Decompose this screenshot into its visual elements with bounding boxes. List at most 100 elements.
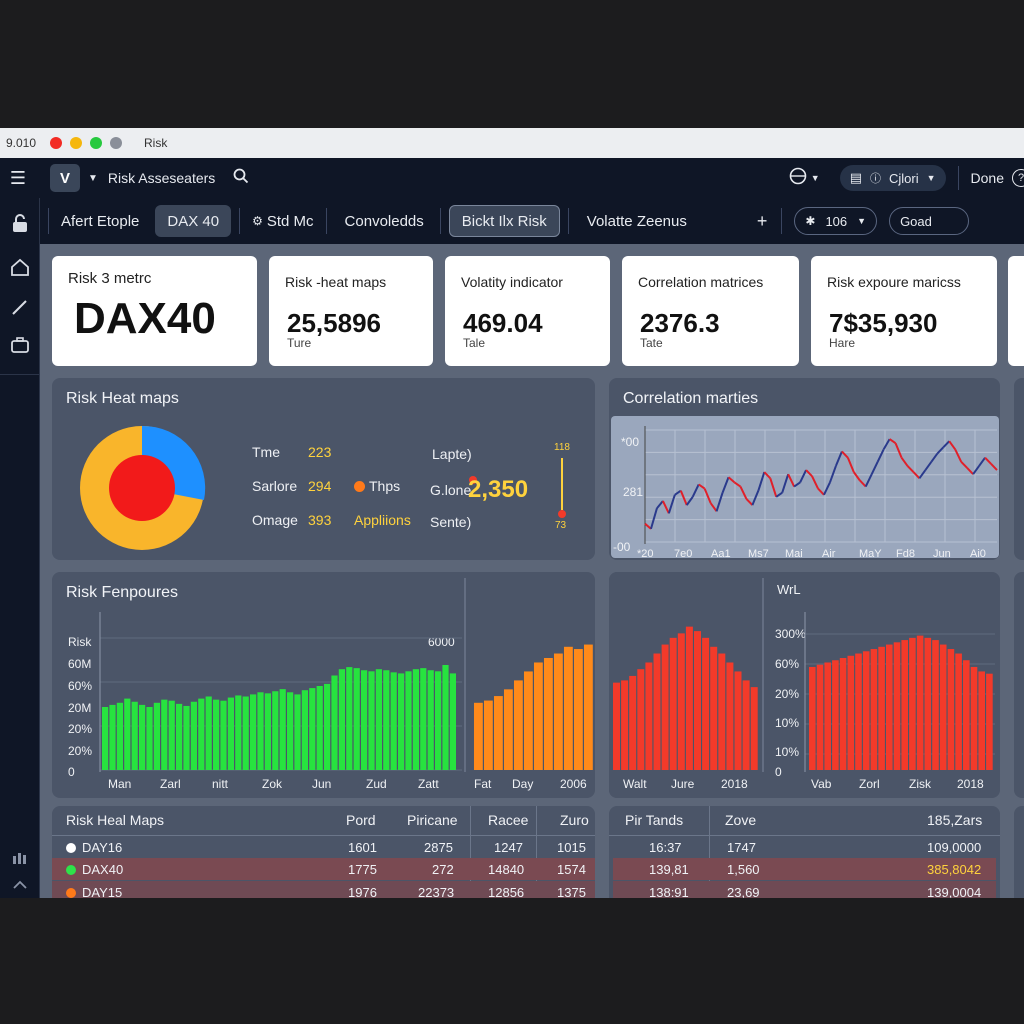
metric-sub: Ture	[287, 336, 312, 350]
table-header[interactable]: 185,Zars	[927, 812, 983, 828]
minimize-window-button[interactable]	[70, 137, 82, 149]
chevron-down-icon[interactable]: ▼	[810, 173, 820, 183]
green-bar	[124, 698, 131, 770]
metric-card-volatility: Volatity indicator 469.04 Tale	[445, 256, 610, 366]
green-bar	[190, 701, 197, 770]
heat-row-label: Omage	[252, 512, 298, 528]
table-header[interactable]: Zuro	[560, 812, 589, 828]
table-header[interactable]: Racee	[488, 812, 529, 828]
metric-card-dax40: Risk 3 metrc DAX40	[52, 256, 257, 366]
green-bar	[161, 699, 168, 770]
orange-bar	[524, 671, 533, 770]
metric-sub: Tate	[640, 336, 663, 350]
y-tick-label: 20%	[68, 744, 92, 758]
info-icon: ⓘ	[869, 173, 881, 185]
globe-icon[interactable]	[789, 167, 807, 190]
line-segment	[846, 457, 855, 473]
line-segment	[709, 502, 718, 512]
green-bar	[220, 700, 227, 770]
app-logo[interactable]: V	[50, 164, 80, 192]
row-name: DAX40	[66, 862, 123, 877]
tab-bar: Afert Etople DAX 40 ⚙ Std Mc Convoledds …	[40, 198, 1024, 244]
maximize-window-button[interactable]	[90, 137, 102, 149]
red-bar	[947, 649, 955, 770]
y-tick-label: 0	[68, 765, 75, 779]
green-bar	[316, 686, 323, 770]
line-segment	[978, 457, 986, 467]
status-dot	[66, 864, 76, 875]
y-tick-label: 60M	[68, 657, 91, 671]
tab-convoledds[interactable]: Convoledds	[344, 212, 424, 230]
cell: 16:37	[649, 839, 682, 855]
chevron-down-icon: ▼	[926, 173, 936, 183]
red-bar	[645, 662, 653, 770]
table-row[interactable]: 138:91 23,69 139,0004	[613, 881, 996, 898]
close-window-button[interactable]	[50, 137, 62, 149]
orange-bar	[574, 649, 583, 770]
client-selector[interactable]: ▤ ⓘ Cjlori ▼	[839, 165, 946, 191]
green-bar	[449, 673, 456, 770]
heat-row-label: Tme	[252, 444, 280, 460]
add-tab-icon[interactable]: +	[756, 210, 768, 231]
hamburger-menu-icon[interactable]: ☰	[9, 167, 27, 188]
tab-std-mc[interactable]: ⚙ Std Mc	[240, 205, 325, 237]
tab-bickt-ilx-risk[interactable]: Bickt Ilx Risk	[448, 205, 560, 237]
briefcase-icon[interactable]	[9, 334, 31, 356]
green-bar	[109, 704, 116, 770]
lock-icon[interactable]	[9, 212, 31, 234]
chevron-down-icon[interactable]: ▼	[88, 172, 98, 184]
wrl-bar-chart: WrL 300% 60% 20% 10% 10% 0 Walt Jure 2018 Vab Zor…	[609, 572, 995, 798]
partial-panel	[1014, 806, 1024, 898]
metric-sub: Tale	[463, 336, 486, 350]
x-tick-label: Zud	[366, 777, 387, 791]
green-bar	[420, 668, 427, 770]
red-bar	[939, 644, 947, 770]
big-value: 2,350	[468, 476, 529, 503]
goad-input[interactable]: Goad	[889, 207, 970, 235]
tab-filter-pill[interactable]: ✱ 106 ▼	[794, 207, 878, 235]
line-segment	[644, 522, 652, 530]
line-segment	[918, 469, 927, 479]
y-tick-label: 300%	[775, 627, 806, 641]
extra-window-button[interactable]	[110, 137, 122, 149]
table-row[interactable]: 16:37 1747 109,0000	[609, 836, 1000, 858]
tab-volatte-zeenus[interactable]: Volatte Zeenus	[586, 212, 687, 230]
red-bar	[909, 637, 916, 770]
app-name[interactable]: Risk Asseseaters	[107, 170, 216, 186]
home-icon[interactable]	[9, 256, 31, 278]
table-header[interactable]: Pir Tands	[625, 812, 684, 828]
red-bar	[734, 671, 742, 770]
table-header[interactable]: Zove	[725, 812, 757, 828]
green-bar	[309, 688, 316, 770]
x-tick-label: Ai0	[970, 548, 986, 558]
tab-afert-etople[interactable]: Afert Etople	[61, 212, 140, 230]
table-row[interactable]: DAY16 1601 2875 1247 1015	[52, 836, 595, 858]
line-segment	[793, 481, 801, 488]
red-bar	[824, 662, 831, 770]
table-header[interactable]: Piricane	[407, 812, 458, 828]
line-segment	[954, 448, 963, 463]
search-icon[interactable]	[233, 168, 249, 189]
x-tick-label: Zok	[262, 777, 283, 791]
chart-icon[interactable]	[9, 846, 31, 868]
table-header[interactable]: Pord	[346, 812, 376, 828]
green-bar	[116, 702, 123, 770]
line-segment	[853, 471, 861, 481]
chevron-up-icon[interactable]	[9, 874, 31, 896]
pen-icon[interactable]	[9, 296, 31, 318]
line-segment	[912, 471, 921, 479]
status-dot	[66, 842, 76, 853]
line-segment	[721, 476, 730, 494]
red-bar	[661, 644, 669, 770]
table-row[interactable]: 139,81 1,560 385,8042	[613, 858, 996, 880]
tab-dax-40[interactable]: DAX 40	[155, 205, 232, 237]
line-segment	[894, 442, 903, 459]
done-button[interactable]: Done	[970, 170, 1004, 186]
table-row[interactable]: DAX40 1775 272 14840 1574	[52, 858, 595, 880]
table-header[interactable]: Risk Heal Maps	[66, 812, 165, 828]
help-icon[interactable]: ?	[1012, 169, 1024, 187]
table-row[interactable]: DAY15 1976 22373 12856 1375	[52, 881, 595, 898]
green-bar	[353, 668, 360, 770]
red-bar	[832, 660, 839, 770]
row-name: DAY16	[66, 840, 122, 855]
